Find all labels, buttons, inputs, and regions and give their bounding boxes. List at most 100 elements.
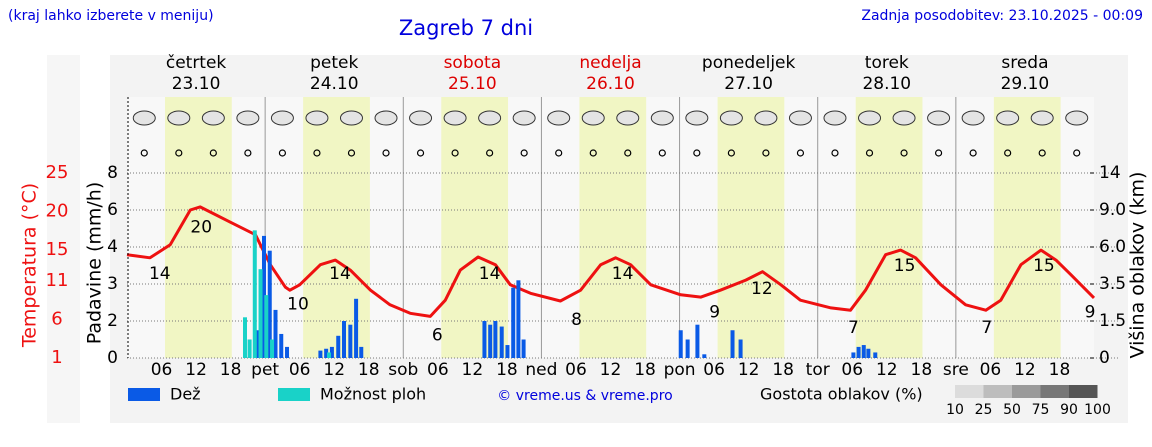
- daylight-band: [717, 97, 785, 358]
- precip-bar: [873, 352, 878, 358]
- x-tick-label: 18: [634, 360, 656, 380]
- cloud-axis-title: Višina oblakov (km): [1127, 172, 1149, 359]
- temperature-label: 14: [149, 264, 171, 284]
- wind-symbol: [796, 149, 805, 157]
- weather-icon: [443, 110, 467, 126]
- wind-symbol: [209, 149, 217, 157]
- daylight-band: [855, 97, 923, 358]
- wind-symbol: [762, 149, 770, 157]
- precip-axis-title: Padavine (mm/h): [84, 182, 106, 345]
- precip-bar: [499, 326, 504, 358]
- precip-bar: [488, 324, 493, 358]
- precip-bar: [861, 345, 866, 358]
- temperature-label: 14: [479, 264, 501, 284]
- wind-symbol: [900, 149, 908, 157]
- temp-tick-label: 11: [46, 270, 69, 291]
- weather-icon: [409, 110, 433, 126]
- wind-symbol: [1004, 149, 1012, 157]
- day-name: sobota: [444, 53, 502, 73]
- temperature-label: 15: [894, 256, 916, 276]
- wind-symbol: [1073, 149, 1081, 157]
- precip-bar: [702, 354, 707, 358]
- precip-bar: [324, 348, 329, 358]
- weather-icon: [961, 110, 985, 126]
- temperature-label: 7: [982, 318, 993, 338]
- weather-icon: [581, 110, 605, 126]
- wind-symbol: [140, 149, 148, 157]
- cloud-scale-swatch: [1040, 385, 1069, 398]
- legend-label: Dež: [170, 385, 201, 404]
- x-tick-label: 18: [496, 360, 518, 380]
- wind-symbol: [727, 149, 735, 157]
- temp-tick-label: 15: [46, 239, 69, 260]
- x-tick-label: 06: [565, 360, 587, 380]
- weather-icon: [996, 110, 1020, 126]
- daylight-band: [579, 97, 647, 358]
- precip-tick-label: 3: [107, 274, 118, 294]
- wind-symbol: [1038, 149, 1046, 157]
- x-tick-label: 12: [876, 360, 898, 380]
- x-tick-label: 18: [358, 360, 380, 380]
- x-tick-label: 06: [289, 360, 311, 380]
- day-name: ponedeljek: [702, 53, 796, 73]
- legend-swatch: [278, 388, 310, 401]
- precip-bar: [730, 330, 735, 358]
- cloud-scale-swatch: [955, 385, 984, 398]
- day-date: 23.10: [172, 74, 221, 94]
- wind-symbol: [175, 149, 183, 157]
- day-name: petek: [310, 53, 358, 73]
- x-tick-label: ned: [525, 360, 557, 380]
- x-tick-label: sob: [388, 360, 418, 380]
- cloud-scale-label: 90: [1060, 402, 1078, 418]
- x-tick-label: 12: [185, 360, 207, 380]
- precip-bar: [285, 346, 290, 358]
- cloud-scale-label: 75: [1032, 402, 1050, 418]
- precip-bar: [505, 345, 510, 358]
- precip-bar: [851, 352, 856, 358]
- weather-icon: [1030, 110, 1054, 126]
- wind-symbol: [451, 149, 459, 157]
- precip-bar: [511, 287, 516, 358]
- x-tick-label: 18: [1049, 360, 1071, 380]
- temperature-label: 14: [329, 264, 351, 284]
- cloud-scale-swatch: [1069, 385, 1098, 398]
- wind-symbol: [382, 149, 390, 157]
- note: (kraj lahko izberete v meniju): [8, 8, 214, 24]
- temp-tick-label: 6: [51, 308, 62, 329]
- cloud-scale-swatch: [1012, 385, 1041, 398]
- cloud-scale-title: Gostota oblakov (%): [760, 385, 923, 404]
- precip-bar: [267, 250, 272, 358]
- precip-bar: [493, 321, 498, 358]
- precip-bar: [336, 335, 341, 358]
- left-panel: [47, 55, 80, 423]
- x-tick-label: 18: [911, 360, 933, 380]
- temp-tick-label: 20: [46, 201, 69, 222]
- precip-bar: [341, 321, 346, 358]
- wind-symbol: [658, 149, 666, 157]
- x-tick-label: 12: [600, 360, 622, 380]
- cloud-tick-label: 3.5: [1099, 274, 1126, 294]
- weather-icon: [754, 110, 778, 126]
- precip-bar: [516, 280, 521, 358]
- temperature-line: [126, 205, 1096, 318]
- precip-tick-label: 6: [107, 200, 118, 220]
- weather-icon: [650, 110, 674, 126]
- daylight-band: [164, 97, 232, 358]
- weather-icon: [719, 110, 743, 126]
- precip-bar: [359, 346, 364, 358]
- wind-symbol: [486, 149, 494, 157]
- weather-icon: [305, 110, 329, 126]
- wind-symbol: [313, 149, 321, 157]
- wind-symbol: [589, 149, 597, 157]
- precip-bar: [252, 230, 257, 358]
- temperature-label: 6: [432, 325, 443, 345]
- temp-axis-title: Temperatura (°C): [19, 183, 41, 348]
- wind-symbol: [865, 149, 874, 157]
- x-tick-label: 12: [738, 360, 760, 380]
- x-tick-label: 18: [772, 360, 794, 380]
- temperature-label: 9: [1085, 302, 1096, 322]
- weather-icon: [478, 110, 502, 126]
- precip-bar: [273, 309, 278, 358]
- precip-bar: [264, 295, 269, 358]
- weather-icon: [616, 110, 640, 126]
